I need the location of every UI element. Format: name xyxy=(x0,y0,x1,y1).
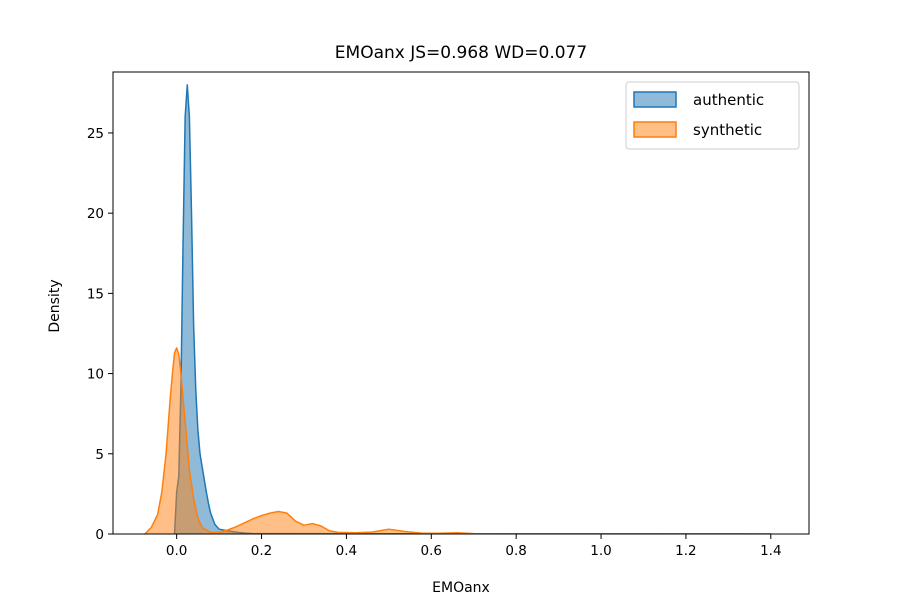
y-axis-label: Density xyxy=(47,279,63,332)
x-axis-label: EMOanx xyxy=(432,580,490,596)
legend-swatch-synthetic xyxy=(633,121,677,138)
x-tick-label: 1.4 xyxy=(760,543,781,559)
y-tick-label: 25 xyxy=(87,126,104,142)
y-tick-label: 5 xyxy=(95,447,104,463)
series-line-synthetic xyxy=(144,347,771,534)
y-tick-label: 20 xyxy=(87,206,104,222)
y-tick-label: 0 xyxy=(95,527,104,543)
series-synthetic xyxy=(144,347,771,534)
x-tick-label: 0.2 xyxy=(251,543,272,559)
legend: authentic synthetic xyxy=(625,81,800,150)
y-tick-label: 10 xyxy=(87,367,104,383)
y-tick-label: 15 xyxy=(87,286,104,302)
x-tick-label: 0.6 xyxy=(421,543,442,559)
plot-frame xyxy=(112,71,810,535)
x-tick-label: 0.8 xyxy=(505,543,526,559)
chart-title: EMOanx JS=0.968 WD=0.077 xyxy=(335,43,587,63)
legend-label-authentic: authentic xyxy=(693,91,764,109)
x-tick-label: 0.0 xyxy=(166,543,187,559)
x-tick-label: 0.4 xyxy=(336,543,357,559)
legend-swatch-authentic xyxy=(633,91,677,108)
series-layer xyxy=(144,84,771,534)
x-tick-label: 1.0 xyxy=(590,543,611,559)
legend-label-synthetic: synthetic xyxy=(693,121,762,139)
axes-layer: 0.0 0.2 0.4 0.6 0.8 1.0 1.2 1.4 0 5 10 15 20 25 xyxy=(87,71,810,559)
x-tick-label: 1.2 xyxy=(675,543,696,559)
